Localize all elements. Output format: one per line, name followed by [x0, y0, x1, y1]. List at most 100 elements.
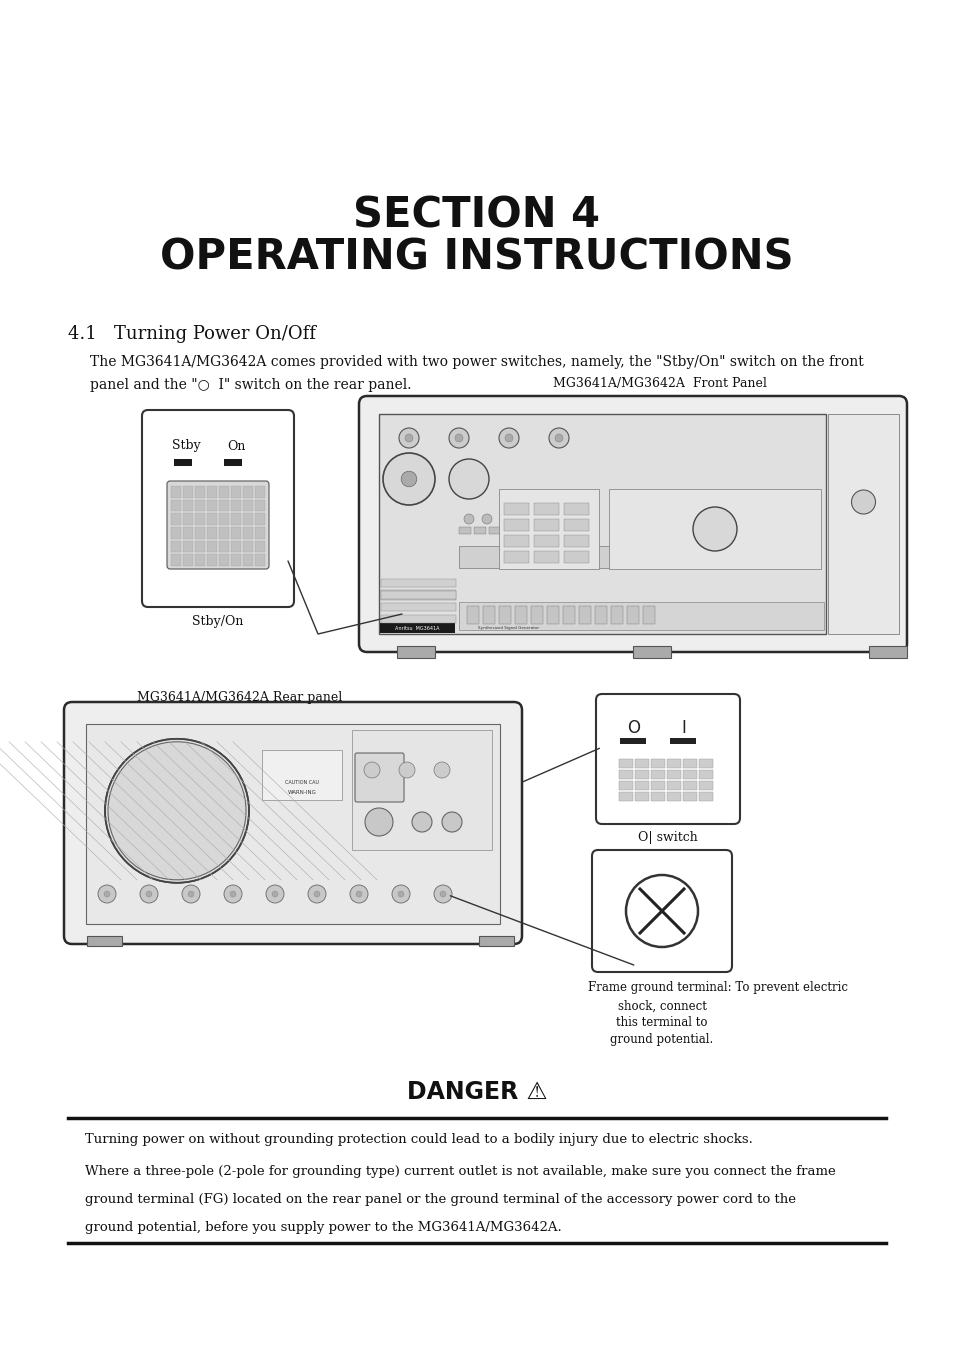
Bar: [610, 607, 622, 624]
Text: this terminal to: this terminal to: [616, 1016, 707, 1029]
Bar: [534, 503, 558, 515]
Circle shape: [105, 739, 249, 882]
Circle shape: [314, 892, 319, 897]
Bar: [262, 750, 341, 800]
Text: panel and the "○  I" switch on the rear panel.: panel and the "○ I" switch on the rear p…: [90, 378, 411, 392]
Bar: [498, 607, 511, 624]
Circle shape: [434, 762, 450, 778]
Bar: [827, 413, 898, 634]
Bar: [378, 413, 825, 634]
Circle shape: [548, 428, 568, 449]
Bar: [635, 759, 648, 767]
Text: DANGER ⚠: DANGER ⚠: [406, 1079, 547, 1104]
Text: Synthesized Signal Generator: Synthesized Signal Generator: [478, 626, 539, 630]
Circle shape: [692, 507, 737, 551]
Circle shape: [625, 875, 698, 947]
Circle shape: [455, 434, 462, 442]
Bar: [534, 527, 545, 534]
Bar: [194, 527, 205, 539]
Text: ground potential.: ground potential.: [610, 1034, 713, 1047]
Bar: [231, 500, 241, 511]
Circle shape: [449, 428, 469, 449]
Bar: [626, 607, 639, 624]
Bar: [207, 500, 216, 511]
Bar: [503, 503, 529, 515]
Bar: [231, 513, 241, 526]
Text: MG3641A/MG3642A  Front Panel: MG3641A/MG3642A Front Panel: [553, 377, 766, 390]
Bar: [595, 607, 606, 624]
Text: O| switch: O| switch: [638, 831, 698, 844]
Bar: [534, 551, 558, 563]
Bar: [650, 792, 664, 801]
Bar: [194, 513, 205, 526]
Circle shape: [499, 513, 510, 524]
FancyBboxPatch shape: [355, 753, 403, 802]
Bar: [563, 535, 588, 547]
Text: Stby: Stby: [172, 439, 200, 453]
Bar: [474, 527, 485, 534]
Circle shape: [449, 459, 489, 499]
Bar: [489, 527, 500, 534]
Bar: [207, 540, 216, 553]
Bar: [171, 513, 181, 526]
Circle shape: [230, 892, 235, 897]
Circle shape: [104, 892, 110, 897]
Bar: [380, 603, 456, 611]
Circle shape: [434, 885, 452, 902]
Bar: [531, 607, 542, 624]
Bar: [563, 519, 588, 531]
Circle shape: [397, 892, 403, 897]
Bar: [243, 513, 253, 526]
Bar: [520, 546, 576, 567]
Bar: [650, 781, 664, 790]
Bar: [666, 770, 680, 780]
Bar: [231, 527, 241, 539]
Bar: [219, 500, 229, 511]
Bar: [618, 792, 633, 801]
Circle shape: [851, 490, 875, 513]
Bar: [194, 540, 205, 553]
Bar: [254, 554, 265, 566]
Circle shape: [536, 513, 545, 524]
Bar: [458, 527, 471, 534]
Bar: [183, 486, 193, 497]
Text: shock, connect: shock, connect: [617, 1000, 706, 1012]
Bar: [534, 535, 558, 547]
Bar: [171, 500, 181, 511]
Text: Stby/On: Stby/On: [193, 615, 243, 627]
Bar: [666, 781, 680, 790]
Circle shape: [517, 513, 527, 524]
Bar: [380, 580, 456, 586]
Circle shape: [405, 434, 413, 442]
Bar: [482, 607, 495, 624]
Bar: [563, 551, 588, 563]
Bar: [171, 540, 181, 553]
Bar: [699, 781, 712, 790]
Bar: [231, 486, 241, 497]
Text: WARN-ING: WARN-ING: [287, 789, 316, 794]
Bar: [171, 527, 181, 539]
Bar: [207, 513, 216, 526]
Bar: [608, 489, 821, 569]
Bar: [699, 770, 712, 780]
Bar: [562, 607, 575, 624]
Circle shape: [224, 885, 242, 902]
Bar: [183, 513, 193, 526]
Bar: [546, 607, 558, 624]
Bar: [254, 500, 265, 511]
Bar: [243, 540, 253, 553]
Text: ground potential, before you supply power to the MG3641A/MG3642A.: ground potential, before you supply powe…: [85, 1221, 561, 1233]
Text: ground terminal (FG) located on the rear panel or the ground terminal of the acc: ground terminal (FG) located on the rear…: [85, 1193, 795, 1206]
FancyBboxPatch shape: [592, 850, 731, 971]
Bar: [618, 759, 633, 767]
FancyBboxPatch shape: [358, 396, 906, 653]
Text: CAUTION CAU: CAUTION CAU: [285, 780, 318, 785]
Text: Turning power on without grounding protection could lead to a bodily injury due : Turning power on without grounding prote…: [85, 1133, 752, 1146]
Bar: [224, 459, 242, 466]
Bar: [642, 607, 655, 624]
Bar: [534, 519, 558, 531]
Circle shape: [555, 434, 562, 442]
Bar: [219, 554, 229, 566]
Bar: [87, 936, 122, 946]
Circle shape: [401, 471, 416, 486]
